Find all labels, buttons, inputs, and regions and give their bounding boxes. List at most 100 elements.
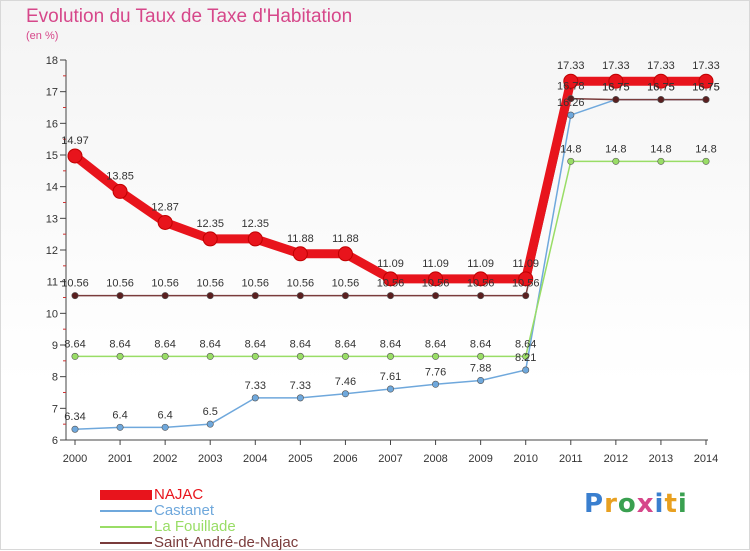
series-points: [67, 73, 714, 433]
legend-label: Saint-André-de-Najac: [154, 534, 299, 551]
data-label: 16.26: [557, 97, 585, 109]
x-tick-label: 2003: [198, 453, 222, 465]
series-data-labels: 14.97 13.85 12.87 12.35 12.35 11.88 11.88 11.09…: [61, 60, 720, 423]
data-point: [698, 73, 714, 89]
data-label: 8.64: [109, 338, 130, 350]
data-point: [341, 292, 349, 300]
data-point: [432, 292, 440, 300]
data-label: 11.09: [377, 258, 404, 270]
data-label: 8.64: [380, 338, 401, 350]
data-point: [653, 73, 669, 89]
data-label: 10.56: [242, 278, 270, 290]
data-point: [386, 292, 394, 300]
x-tick-label: 2011: [559, 453, 583, 465]
x-tick-label: 2005: [288, 453, 312, 465]
legend-swatch: [100, 490, 152, 500]
data-label: 10.56: [512, 278, 540, 290]
data-point: [116, 292, 124, 300]
data-point: [292, 246, 308, 262]
data-point: [296, 394, 304, 402]
data-label: 10.56: [377, 278, 405, 290]
data-label: 10.56: [467, 278, 495, 290]
y-tick-label: 18: [46, 55, 58, 67]
data-point: [386, 352, 394, 360]
y-tick-label: 6: [52, 435, 58, 447]
y-tick-label: 10: [46, 308, 58, 320]
data-point: [251, 292, 259, 300]
data-label: 6.34: [64, 411, 85, 423]
data-point: [71, 425, 79, 433]
data-point: [477, 376, 485, 384]
data-label: 17.33: [647, 60, 675, 72]
data-label: 13.85: [106, 170, 134, 182]
data-label: 7.61: [380, 371, 401, 383]
data-label: 11.09: [467, 258, 494, 270]
data-label: 7.88: [470, 362, 491, 374]
y-tick-label: 12: [46, 245, 58, 257]
logo-letter: i: [677, 489, 688, 519]
series-line-0: [70, 76, 711, 284]
data-label: 14.8: [695, 143, 716, 155]
data-point: [71, 292, 79, 300]
data-label: 10.56: [287, 278, 315, 290]
legend-swatch: [100, 526, 152, 528]
data-label: 8.64: [515, 338, 536, 350]
x-tick-label: 2006: [333, 453, 357, 465]
x-tick-label: 2002: [153, 453, 177, 465]
data-label: 8.64: [425, 338, 446, 350]
data-point: [206, 420, 214, 428]
data-label: 14.8: [605, 143, 626, 155]
data-label: 11.09: [512, 258, 539, 270]
data-point: [161, 292, 169, 300]
data-point: [296, 352, 304, 360]
y-tick-label: 17: [46, 87, 58, 99]
data-point: [657, 157, 665, 165]
data-point: [477, 352, 485, 360]
data-point: [112, 183, 128, 199]
data-point: [567, 95, 575, 103]
data-label: 10.56: [196, 278, 224, 290]
data-point: [157, 214, 173, 230]
data-label: 11.88: [332, 233, 359, 245]
data-label: 11.88: [287, 233, 314, 245]
data-label: 8.64: [64, 338, 85, 350]
data-label: 16.75: [692, 82, 720, 94]
logo-letter: t: [664, 489, 678, 519]
x-tick-label: 2000: [63, 453, 87, 465]
legend-label: NAJAC: [154, 486, 204, 503]
y-tick-label: 14: [46, 182, 58, 194]
data-label: 16.78: [557, 81, 585, 93]
y-tick-label: 9: [52, 340, 58, 352]
data-label: 7.33: [290, 380, 311, 392]
data-label: 10.56: [61, 278, 89, 290]
data-label: 12.87: [151, 201, 179, 213]
data-point: [206, 292, 214, 300]
data-label: 16.75: [602, 82, 630, 94]
x-tick-label: 2009: [468, 453, 492, 465]
data-label: 16.75: [602, 82, 630, 94]
data-point: [518, 271, 534, 287]
legend-label: La Fouillade: [154, 518, 236, 535]
chart-axes: 6 7 8 9 10 11 12 13 14 15 16 17 18 2000 2001 2002 2003 20…: [46, 55, 718, 465]
data-label: 17.33: [692, 60, 720, 72]
data-point: [612, 96, 620, 104]
legend-label: Castanet: [154, 502, 215, 519]
data-point: [383, 271, 398, 287]
data-point: [341, 352, 349, 360]
data-label: 14.8: [650, 143, 671, 155]
data-point: [251, 394, 259, 402]
data-point: [161, 423, 169, 431]
data-label: 16.75: [647, 82, 675, 94]
data-point: [477, 292, 485, 300]
y-tick-label: 8: [52, 372, 58, 384]
data-label: 14.97: [61, 135, 89, 147]
data-label: 10.56: [422, 278, 450, 290]
y-tick-label: 13: [46, 213, 58, 225]
page-subtitle: (en %): [26, 30, 59, 42]
logo-letter: o: [617, 489, 637, 519]
data-label: 6.4: [157, 409, 172, 421]
data-label: 8.64: [335, 338, 356, 350]
data-label: 10.56: [151, 278, 179, 290]
logo-letter: r: [604, 489, 618, 519]
